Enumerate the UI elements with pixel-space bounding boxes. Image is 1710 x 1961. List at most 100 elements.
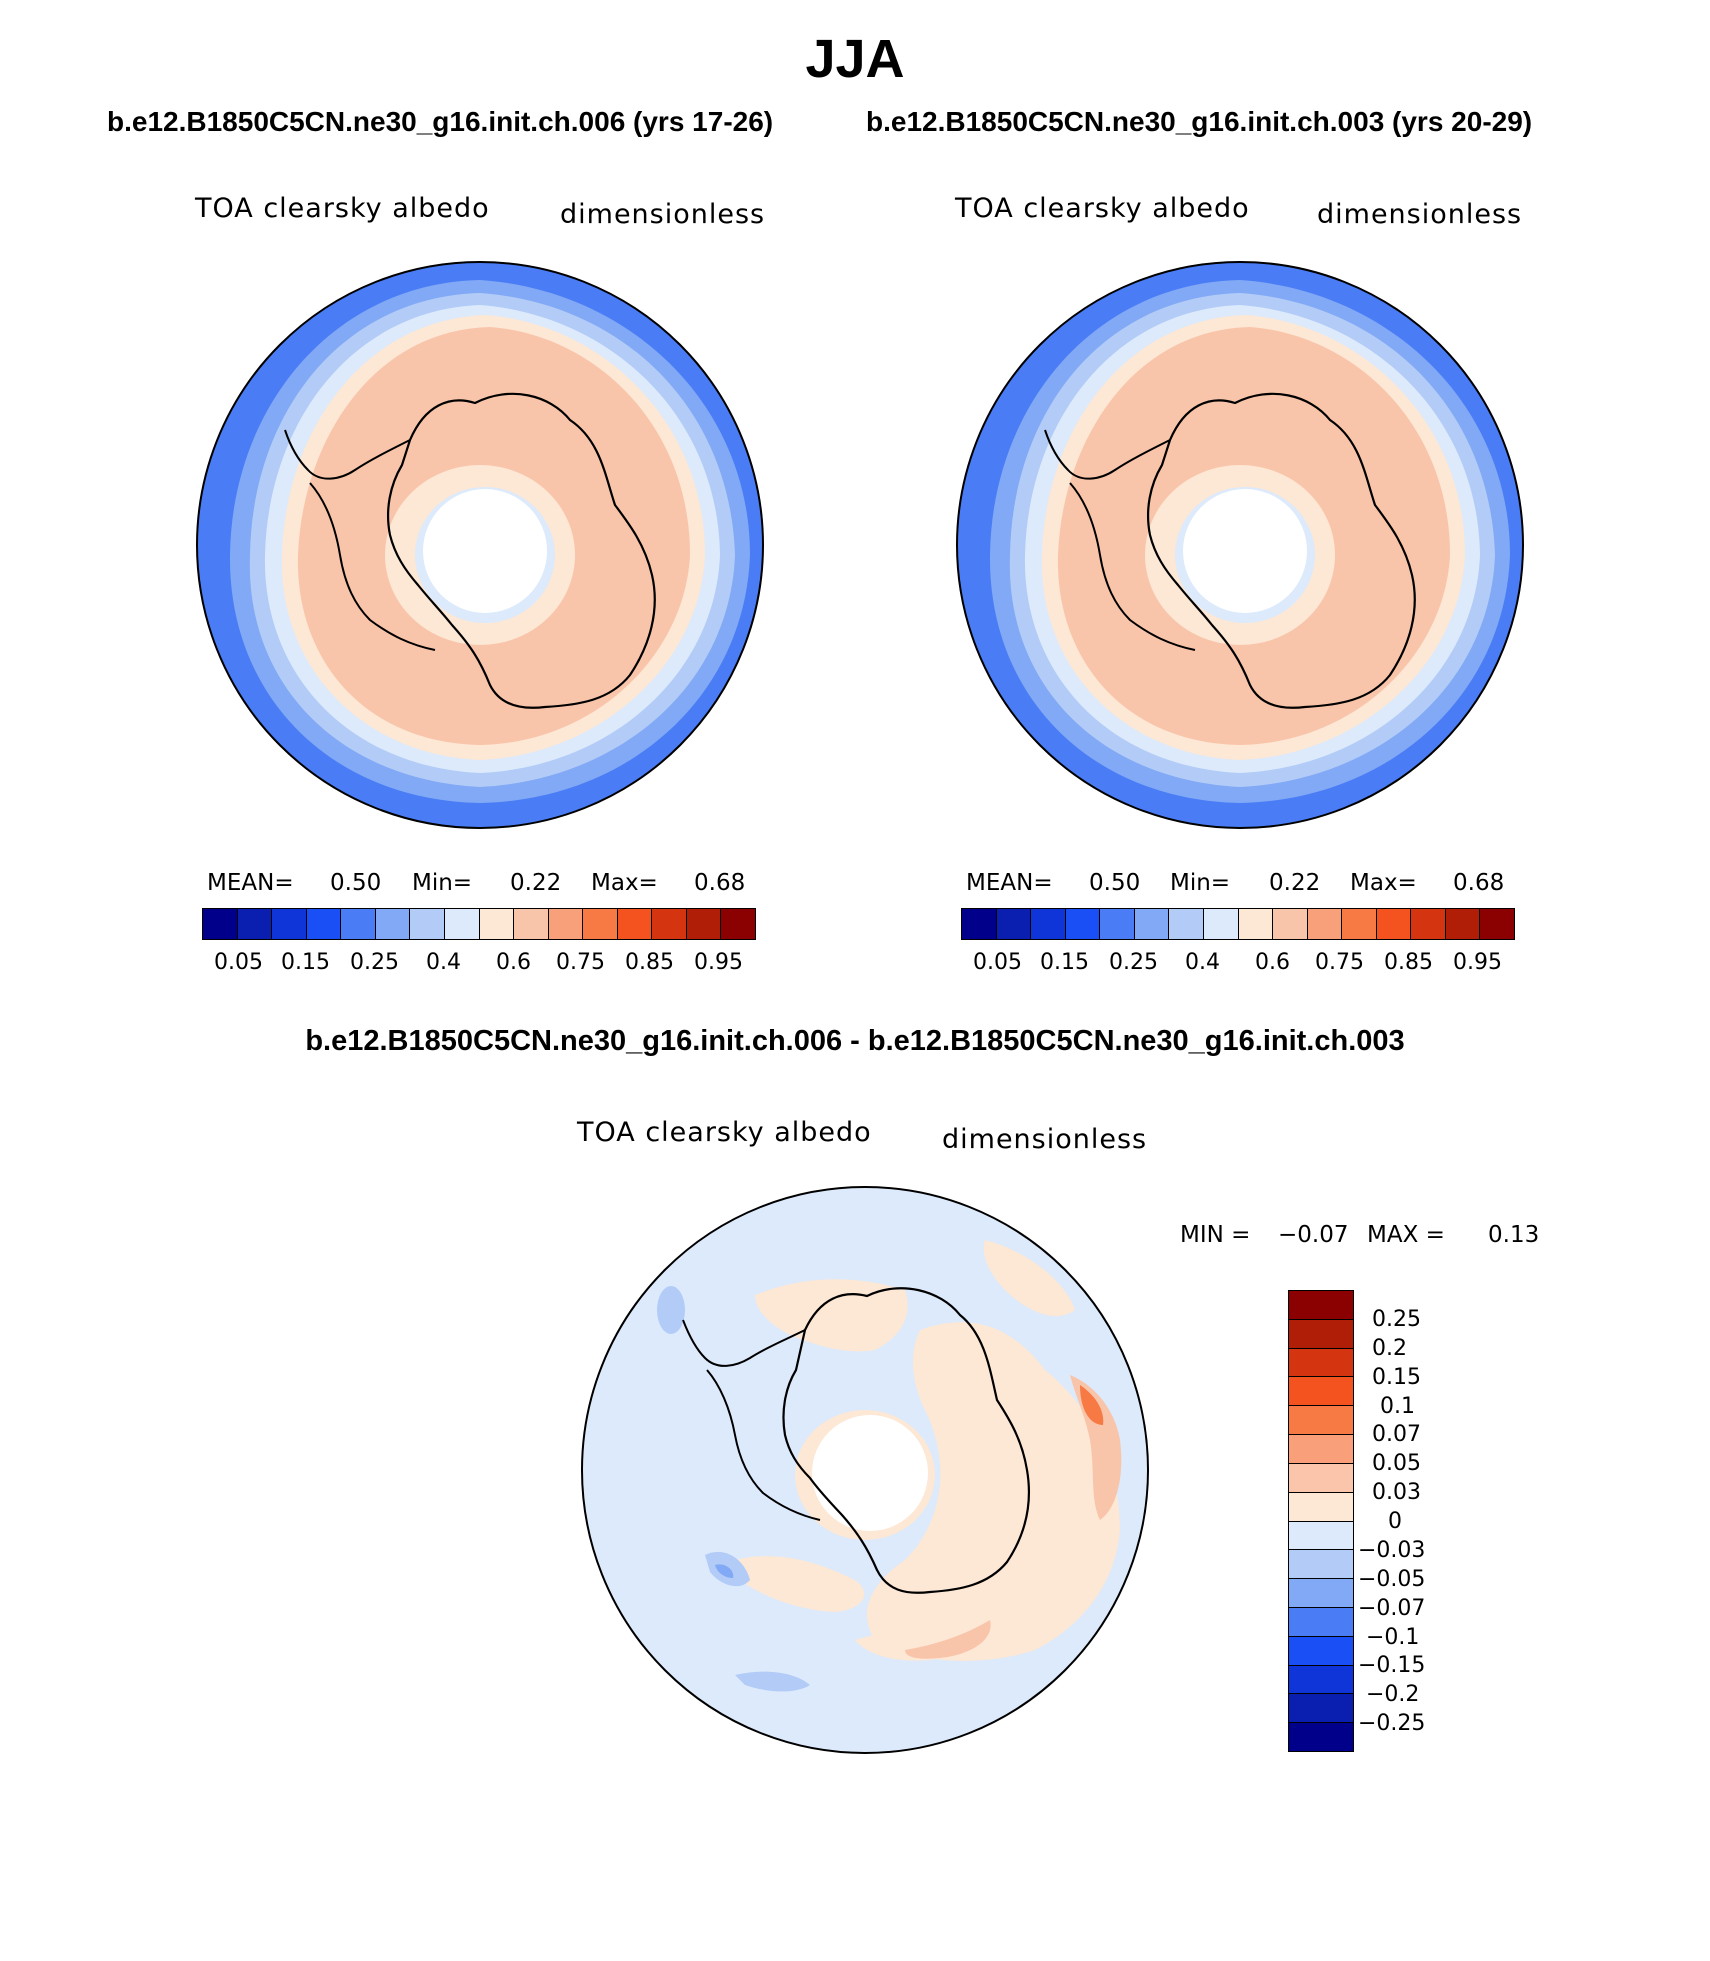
panel1-cb-label: 0.95	[694, 950, 743, 975]
colorbar-swatch	[1306, 909, 1342, 939]
panel2-units-label: dimensionless	[1317, 199, 1523, 230]
colorbar-swatch	[1289, 1578, 1353, 1607]
panel2-cb-label: 0.6	[1255, 950, 1290, 975]
panel1-variable-label: TOA clearsky albedo	[195, 193, 490, 224]
diff-cb-label: 0.05	[1372, 1451, 1421, 1476]
panel1-cb-label: 0.05	[214, 950, 263, 975]
difference-polar-map	[581, 1186, 1149, 1754]
colorbar-swatch	[203, 909, 237, 939]
case-title-right: b.e12.B1850C5CN.ne30_g16.init.ch.003 (yr…	[866, 106, 1533, 137]
difference-colorbar	[1288, 1290, 1354, 1752]
colorbar-swatch	[1289, 1434, 1353, 1463]
panel1-cb-label: 0.6	[496, 950, 531, 975]
colorbar-swatch	[1289, 1549, 1353, 1579]
colorbar-swatch	[582, 909, 617, 939]
colorbar-swatch	[1375, 909, 1411, 939]
panel1-cb-label: 0.85	[625, 950, 674, 975]
colorbar-swatch	[271, 909, 306, 939]
panel2-mean-label: MEAN=	[966, 870, 1053, 896]
colorbar-swatch	[1444, 909, 1480, 939]
colorbar-swatch	[1237, 909, 1273, 939]
panel2-colorbar	[961, 908, 1515, 940]
colorbar-swatch	[1289, 1291, 1353, 1319]
diff-max-label: MAX =	[1367, 1222, 1445, 1248]
panel1-max-value: 0.68	[694, 870, 746, 896]
panel1-cb-label: 0.4	[426, 950, 461, 975]
panel2-cb-label: 0.05	[973, 950, 1022, 975]
panel1-cb-label: 0.25	[350, 950, 399, 975]
diff-min-label: MIN =	[1180, 1222, 1251, 1248]
main-title: JJA	[805, 29, 905, 89]
diff-cb-label: −0.03	[1358, 1538, 1426, 1563]
panel2-variable-label: TOA clearsky albedo	[955, 193, 1250, 224]
diff-cb-label: 0.25	[1372, 1307, 1421, 1332]
colorbar-swatch	[1272, 909, 1307, 939]
panel2-cb-label: 0.95	[1453, 950, 1502, 975]
colorbar-swatch	[651, 909, 686, 939]
panel1-mean-value: 0.50	[330, 870, 382, 896]
panel2-polar-map	[956, 261, 1524, 829]
colorbar-swatch	[340, 909, 375, 939]
diff-units-label: dimensionless	[942, 1124, 1148, 1155]
panel2-cb-label: 0.75	[1315, 950, 1364, 975]
panel1-colorbar	[202, 908, 756, 940]
panel1-mean-label: MEAN=	[207, 870, 294, 896]
diff-cb-label: −0.1	[1366, 1625, 1420, 1650]
panel1-min-value: 0.22	[510, 870, 562, 896]
colorbar-swatch	[1168, 909, 1203, 939]
panel2-cb-label: 0.85	[1384, 950, 1433, 975]
colorbar-swatch	[1479, 909, 1514, 939]
colorbar-swatch	[1289, 1462, 1353, 1492]
colorbar-swatch	[305, 909, 341, 939]
panel2-cb-label: 0.4	[1185, 950, 1220, 975]
colorbar-swatch	[236, 909, 272, 939]
panel1-polar-map	[196, 261, 764, 829]
panel1-cb-label: 0.75	[556, 950, 605, 975]
colorbar-swatch	[1289, 1376, 1353, 1406]
colorbar-swatch	[374, 909, 410, 939]
diff-cb-label: 0.03	[1372, 1480, 1421, 1505]
diff-cb-label: 0.15	[1372, 1365, 1421, 1390]
colorbar-swatch	[1289, 1664, 1353, 1694]
diff-cb-label: −0.05	[1358, 1567, 1426, 1592]
colorbar-swatch	[547, 909, 583, 939]
case-title-left: b.e12.B1850C5CN.ne30_g16.init.ch.006 (yr…	[107, 106, 774, 137]
panel2-max-value: 0.68	[1453, 870, 1505, 896]
colorbar-swatch	[1289, 1722, 1353, 1751]
panel2-mean-value: 0.50	[1089, 870, 1141, 896]
diff-max-value: 0.13	[1488, 1222, 1540, 1248]
colorbar-swatch	[1341, 909, 1376, 939]
panel2-min-label: Min=	[1170, 870, 1231, 896]
colorbar-swatch	[478, 909, 514, 939]
colorbar-swatch	[443, 909, 479, 939]
colorbar-swatch	[1289, 1405, 1353, 1435]
panel1-min-label: Min=	[412, 870, 473, 896]
colorbar-swatch	[1099, 909, 1134, 939]
colorbar-swatch	[1410, 909, 1445, 939]
colorbar-swatch	[616, 909, 652, 939]
diff-cb-label: 0.1	[1380, 1394, 1415, 1419]
diff-variable-label: TOA clearsky albedo	[577, 1117, 872, 1148]
panel2-max-label: Max=	[1350, 870, 1417, 896]
colorbar-swatch	[1289, 1491, 1353, 1521]
panel2-cb-label: 0.25	[1109, 950, 1158, 975]
colorbar-swatch	[1289, 1635, 1353, 1665]
diff-cb-label: −0.25	[1358, 1711, 1426, 1736]
diff-cb-label: −0.15	[1358, 1653, 1426, 1678]
difference-title: b.e12.B1850C5CN.ne30_g16.init.ch.006 - b…	[305, 1025, 1405, 1057]
panel2-cb-label: 0.15	[1040, 950, 1089, 975]
panel1-max-label: Max=	[591, 870, 658, 896]
colorbar-swatch	[513, 909, 548, 939]
colorbar-swatch	[1289, 1347, 1353, 1377]
colorbar-swatch	[1289, 1318, 1353, 1348]
diff-cb-label: −0.07	[1358, 1596, 1426, 1621]
colorbar-swatch	[1030, 909, 1065, 939]
diff-cb-label: 0.2	[1372, 1336, 1407, 1361]
colorbar-swatch	[1202, 909, 1238, 939]
panel2-min-value: 0.22	[1269, 870, 1321, 896]
colorbar-swatch	[1289, 1606, 1353, 1636]
panel1-cb-label: 0.15	[281, 950, 330, 975]
colorbar-swatch	[1289, 1693, 1353, 1723]
diff-cb-label: −0.2	[1366, 1682, 1420, 1707]
colorbar-swatch	[685, 909, 721, 939]
